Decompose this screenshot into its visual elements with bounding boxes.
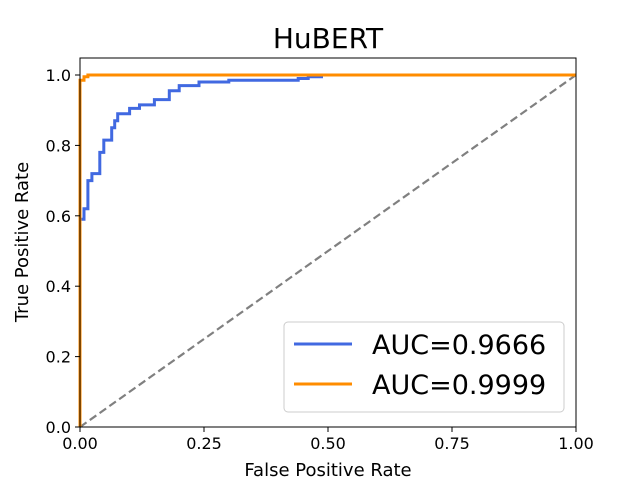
x-tick-label: 0.75 [434, 434, 470, 453]
legend-label-series-2: AUC=0.9999 [372, 370, 546, 401]
y-tick-label: 0.0 [46, 418, 71, 437]
reference-diagonal-line [79, 74, 577, 428]
x-tick-label: 0.25 [186, 434, 222, 453]
y-tick-label: 0.6 [46, 207, 71, 226]
x-tick-label: 0.00 [62, 434, 98, 453]
x-tick-label: 0.50 [310, 434, 346, 453]
roc-curve-series-1 [78, 75, 323, 427]
y-tick-label: 1.0 [46, 66, 71, 85]
y-tick-label: 0.4 [46, 277, 71, 296]
y-tick-label: 0.2 [46, 348, 71, 367]
chart-title: HuBERT [273, 22, 384, 55]
y-axis-label: True Positive Rate [12, 162, 33, 323]
x-tick-label: 1.00 [558, 434, 594, 453]
x-axis-label: False Positive Rate [244, 460, 411, 480]
legend-label-series-1: AUC=0.9666 [372, 330, 546, 361]
y-tick-label: 0.8 [46, 136, 71, 155]
legend: AUC=0.9666 AUC=0.9999 [283, 321, 565, 413]
legend-box [283, 321, 565, 413]
